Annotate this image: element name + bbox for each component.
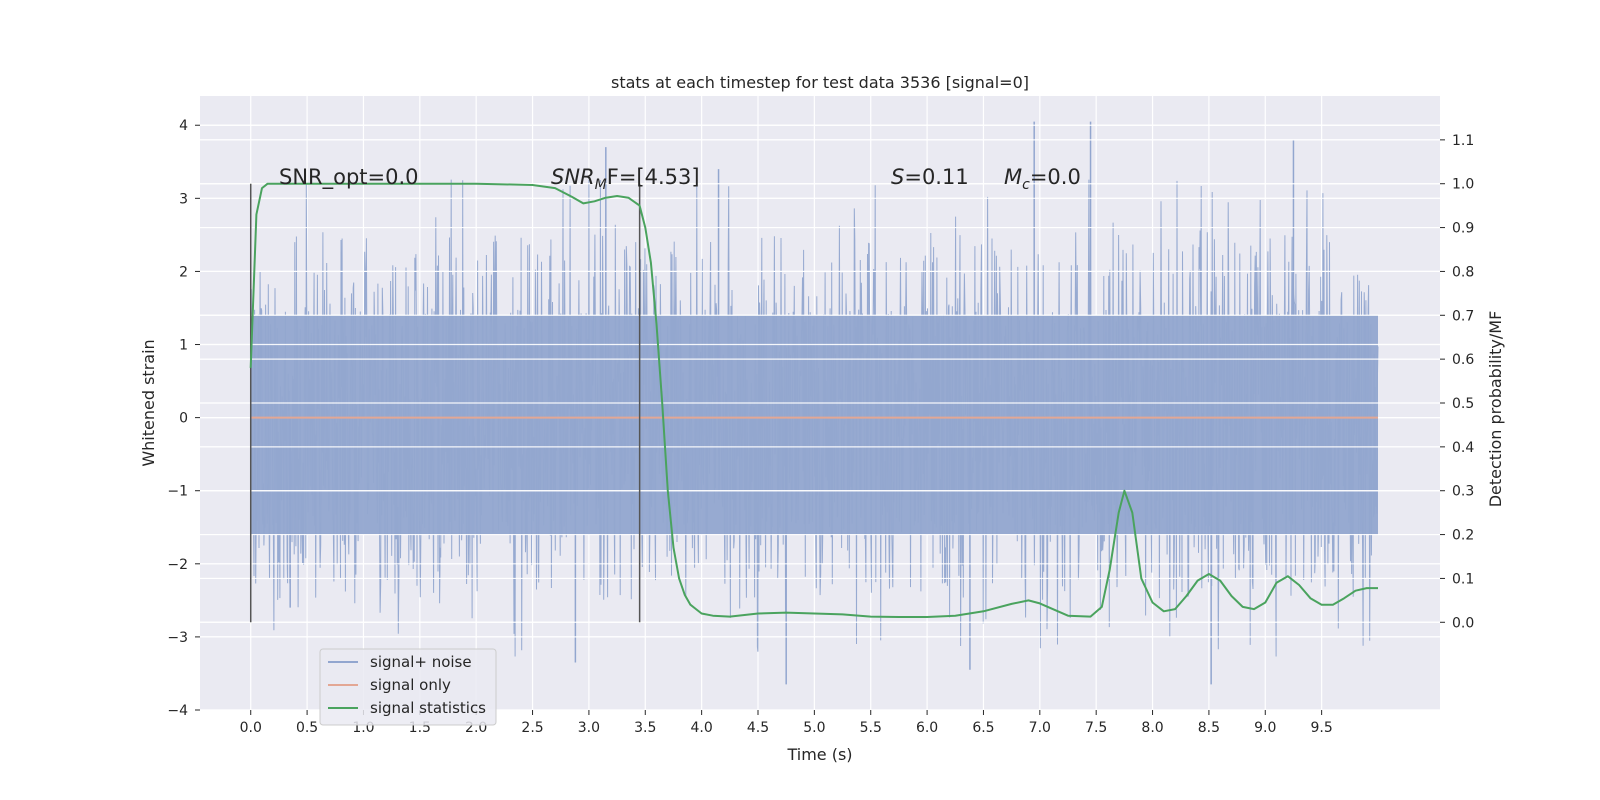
y-left-tick-label: 1 [179,338,188,354]
annotation-snr-mf: SNRMF=[4.53] [551,165,700,193]
legend-label-signal-statistics: signal statistics [370,699,486,717]
signal-statistics-line [249,182,1378,618]
x-tick-label: 5.0 [803,720,825,736]
x-axis-label: Time (s) [786,745,852,764]
y-left-tick-label: −4 [167,703,188,719]
y-right-tick-label: 0.7 [1452,308,1474,324]
x-tick-label: 7.0 [1029,720,1051,736]
annotation-s-value: S=0.11 [891,165,969,189]
y-axis-left-label: Whitened strain [139,339,158,466]
noise-series [250,121,1379,685]
y-left-tick-label: −3 [167,630,188,646]
y-right-tick-label: 0.2 [1452,528,1474,544]
y-right-tick-label: 1.0 [1452,177,1474,193]
x-tick-label: 9.0 [1254,720,1276,736]
y-right-tick-label: 0.8 [1452,264,1474,280]
annotations: SNR_opt=0.0 SNRMF=[4.53] S=0.11 Mc=0.0 [279,165,1081,193]
s-value-tail: =0.11 [904,165,968,189]
legend-label-signal-only: signal only [370,676,451,694]
mc-value-tail: =0.0 [1030,165,1081,189]
axes: 0.0 0.5 1.0 1.5 2.0 2.5 3.0 3.5 4.0 4.5 5.0 5.5 6.0 6… [167,118,1474,736]
y-left-tick-label: 4 [179,118,188,134]
y-left-tick-label: 2 [179,264,188,280]
s-value-base: S [891,165,904,189]
snr-mf-sub: M [595,177,607,193]
overlay-series [200,124,1440,711]
y-right-tick-label: 0.1 [1452,571,1474,587]
y-left-tick-label: 3 [179,191,188,207]
x-tick-label: 6.0 [916,720,938,736]
x-tick-label: 6.5 [972,720,994,736]
y-axis-right-label: Detection probability/MF [1486,311,1505,508]
y-right-tick-label: 0.9 [1452,221,1474,237]
legend: signal+ noise signal only signal statist… [319,648,497,726]
y-right-tick-label: 1.1 [1452,133,1474,149]
legend-box [319,648,497,726]
x-tick-label: 7.5 [1085,720,1107,736]
y-right-tick-label: 0.6 [1452,352,1474,368]
x-tick-label: 3.0 [578,720,600,736]
mc-value-sub: c [1022,177,1030,193]
y-right-tick-label: 0.0 [1452,615,1474,631]
y-right-tick-label: 0.4 [1452,440,1474,456]
signal-noise-core-band [250,315,1378,535]
y-left-tick-label: −2 [167,557,188,573]
x-tick-label: 4.5 [747,720,769,736]
y-right-tick-label: 0.3 [1452,484,1474,500]
y-right-tick-label: 0.5 [1452,396,1474,412]
x-tick-label: 5.5 [860,720,882,736]
snr-mf-base: SNR [551,165,595,189]
y-left-tick-label: 0 [179,411,188,427]
y-left-tick-label: −1 [167,484,188,500]
legend-label-signal-noise: signal+ noise [370,653,472,671]
x-tick-label: 2.5 [521,720,543,736]
x-tick-label: 0.5 [296,720,318,736]
x-tick-label: 8.0 [1141,720,1163,736]
annotation-snr-opt: SNR_opt=0.0 [279,165,419,190]
x-tick-label: 8.5 [1198,720,1220,736]
x-tick-label: 9.5 [1311,720,1333,736]
annotation-mc-value: Mc=0.0 [1004,165,1081,193]
x-tick-label: 4.0 [691,720,713,736]
x-tick-label: 3.5 [634,720,656,736]
snr-mf-tail: F=[4.53] [607,165,700,189]
x-tick-label: 0.0 [240,720,262,736]
mc-value-base: M [1004,165,1022,189]
chart-title: stats at each timestep for test data 353… [611,73,1029,92]
